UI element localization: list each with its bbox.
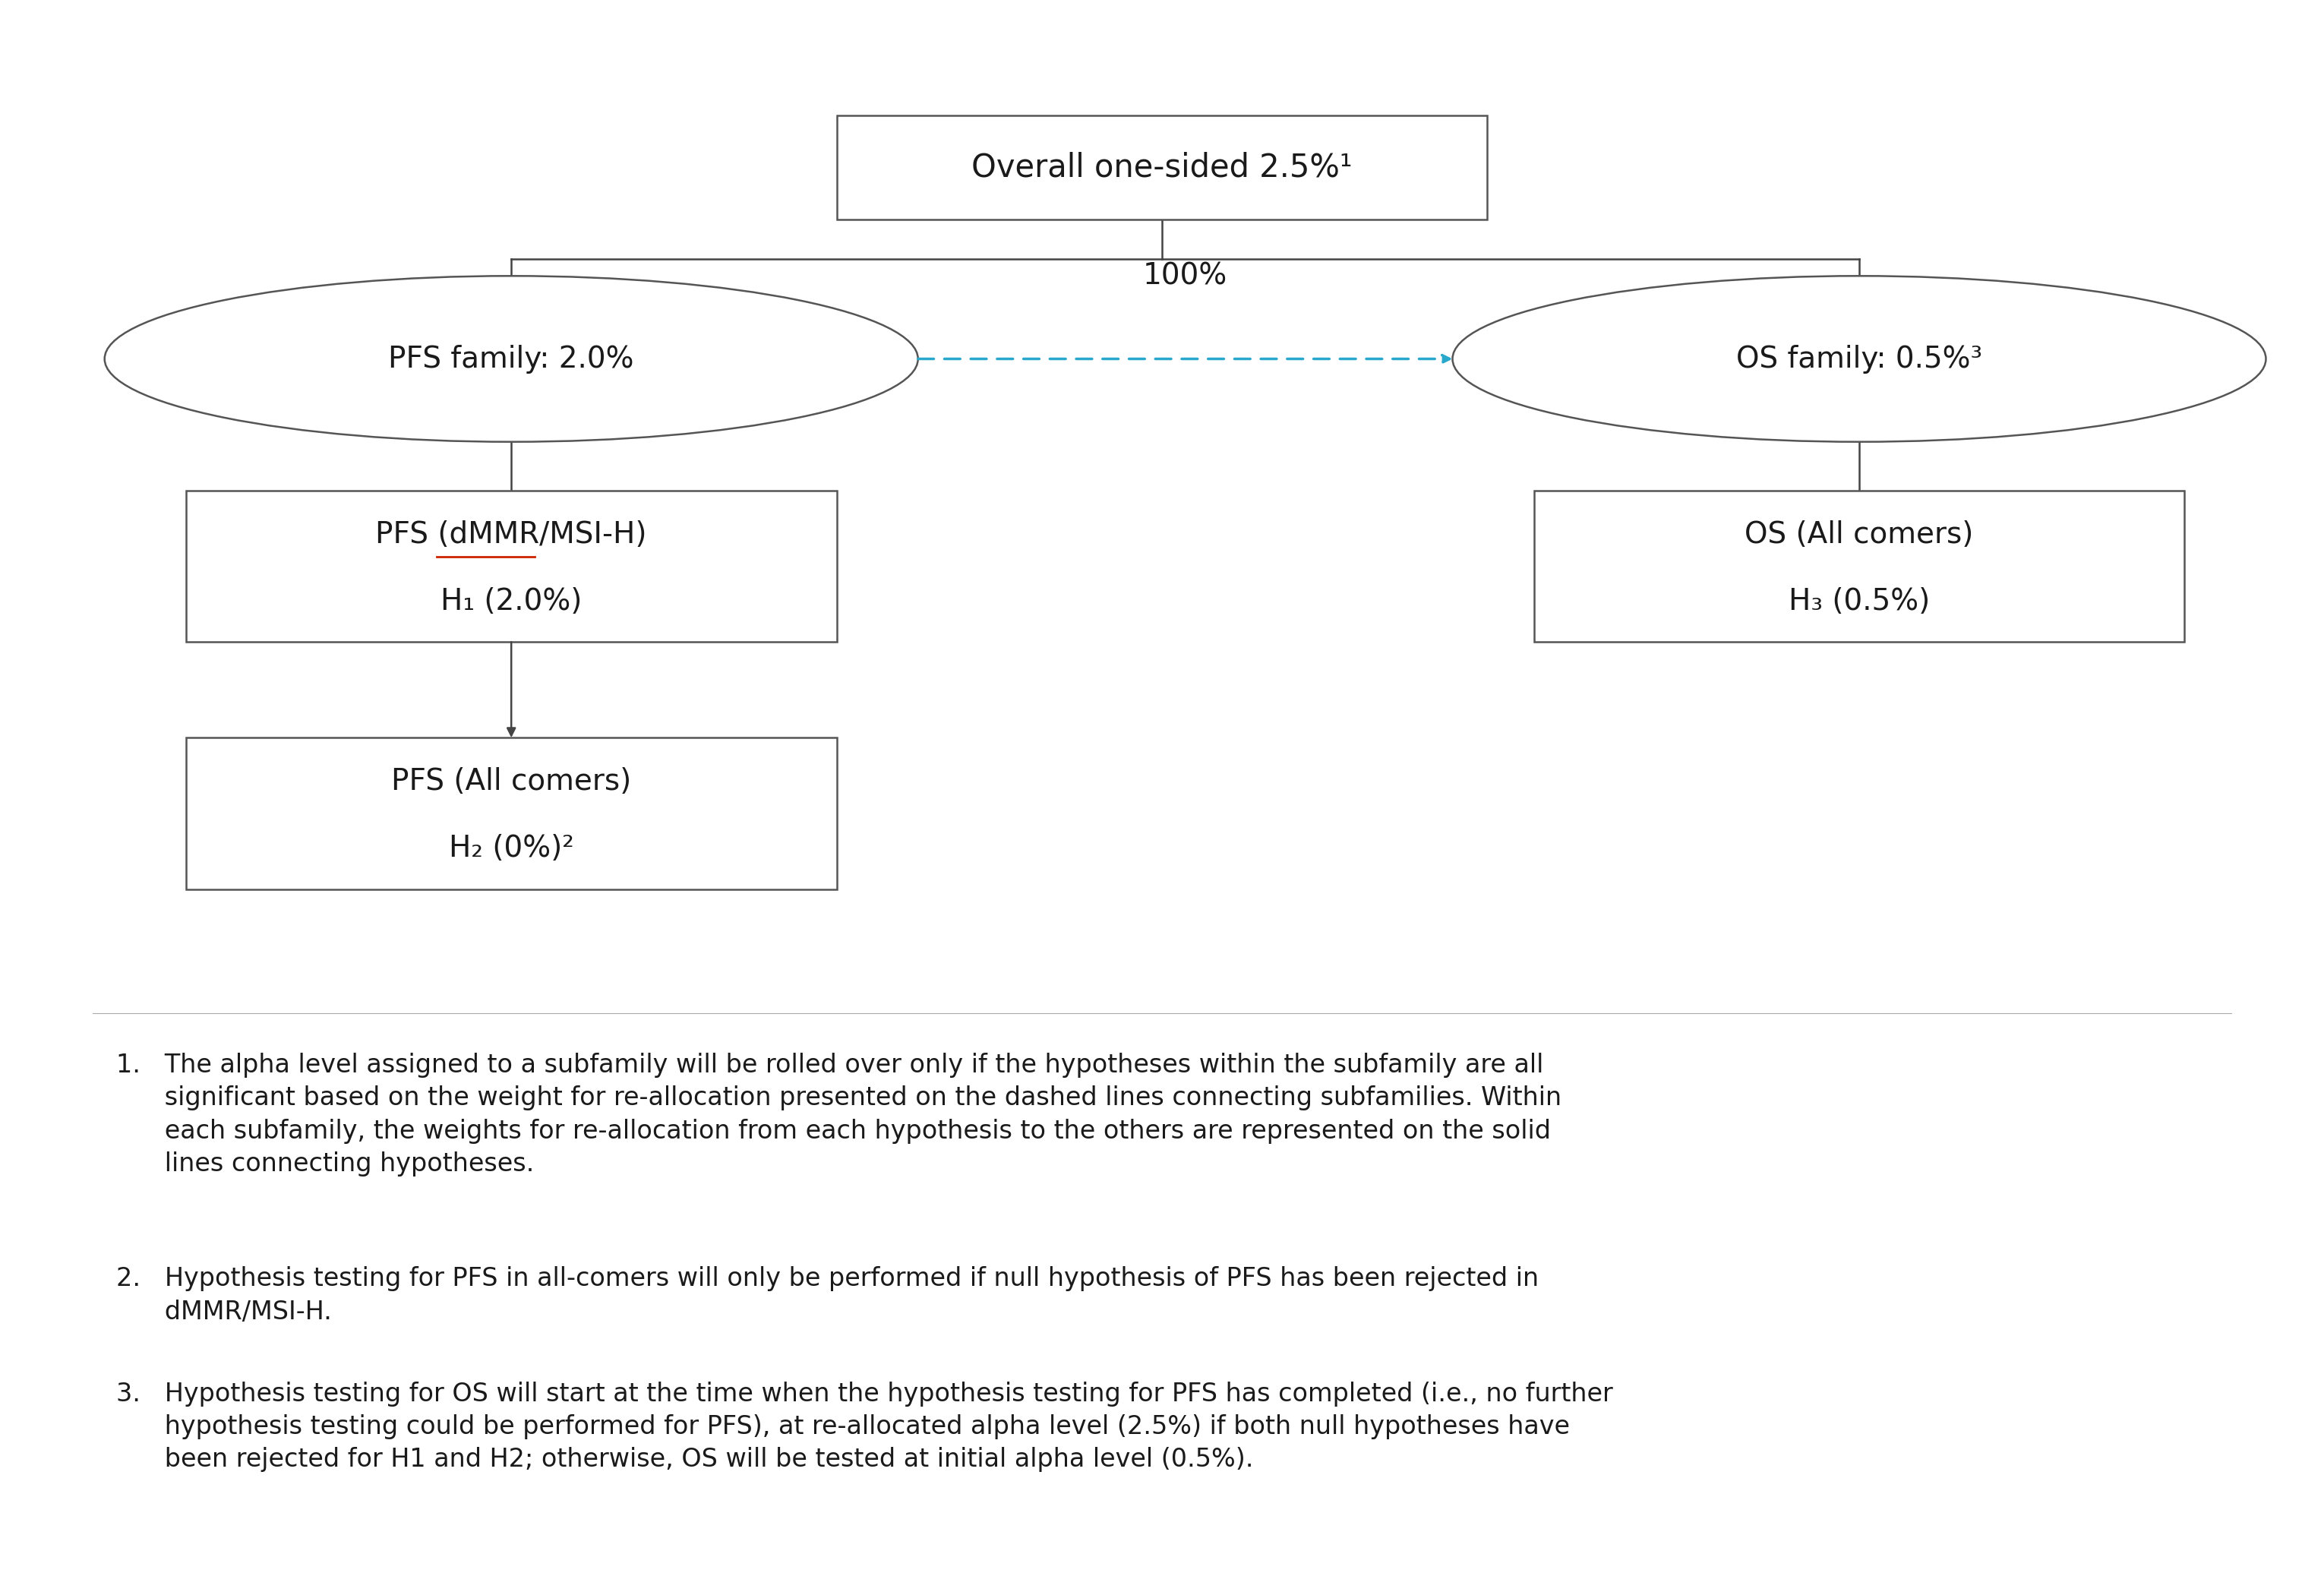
Text: 3.   Hypothesis testing for OS will start at the time when the hypothesis testin: 3. Hypothesis testing for OS will start …: [116, 1381, 1613, 1472]
Bar: [837, 116, 1487, 219]
Text: OS family: 0.5%³: OS family: 0.5%³: [1736, 345, 1982, 373]
Bar: [186, 491, 837, 641]
Text: OS (All comers): OS (All comers): [1745, 520, 1973, 549]
Text: Overall one-sided 2.5%¹: Overall one-sided 2.5%¹: [971, 152, 1353, 183]
Text: PFS (All comers): PFS (All comers): [390, 767, 632, 796]
Text: 2.   Hypothesis testing for PFS in all-comers will only be performed if null hyp: 2. Hypothesis testing for PFS in all-com…: [116, 1266, 1538, 1324]
Text: H₁ (2.0%): H₁ (2.0%): [442, 587, 581, 616]
Ellipse shape: [105, 276, 918, 442]
Text: 1.   The alpha level assigned to a subfamily will be rolled over only if the hyp: 1. The alpha level assigned to a subfami…: [116, 1053, 1562, 1177]
Ellipse shape: [1452, 276, 2266, 442]
Bar: [1534, 491, 2185, 641]
Text: H₂ (0%)²: H₂ (0%)²: [449, 834, 574, 863]
Bar: [186, 737, 837, 890]
Text: PFS (dMMR/MSI-H): PFS (dMMR/MSI-H): [376, 520, 646, 549]
Text: 100%: 100%: [1143, 262, 1227, 290]
Text: PFS family: 2.0%: PFS family: 2.0%: [388, 345, 634, 373]
Text: H₃ (0.5%): H₃ (0.5%): [1789, 587, 1929, 616]
